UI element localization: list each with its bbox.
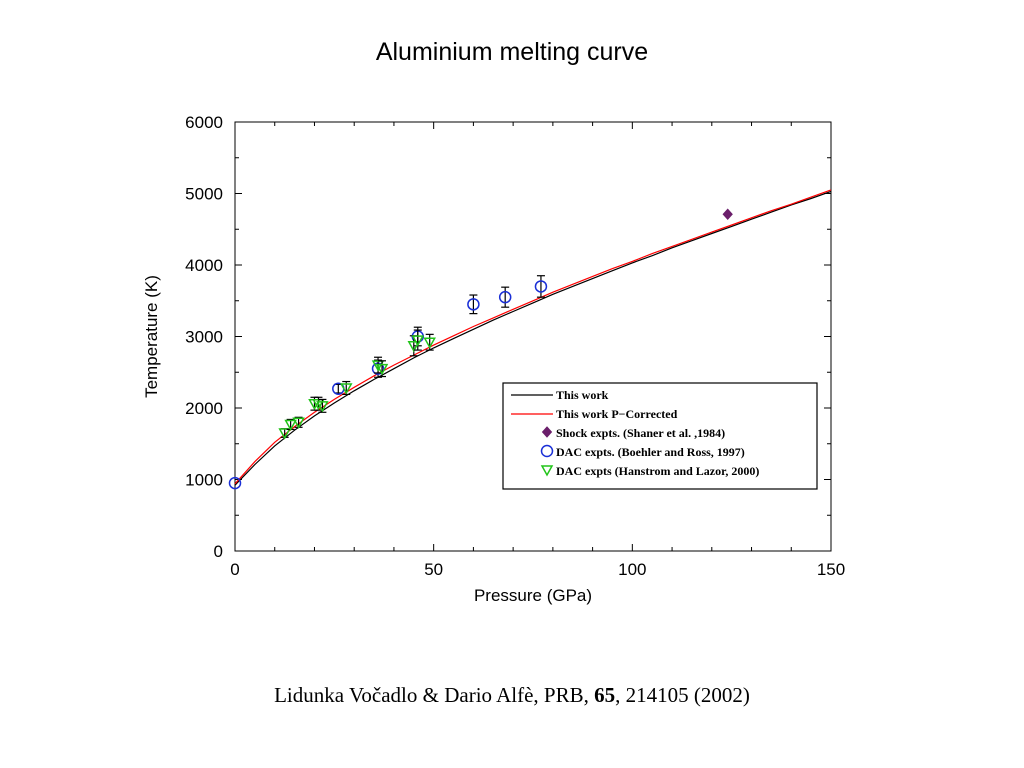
data-point — [423, 337, 436, 349]
y-tick-label: 2000 — [185, 399, 223, 418]
y-tick-label: 5000 — [185, 185, 223, 204]
citation-authors: Lidunka Vočadlo & Dario Alfè, PRB, — [274, 683, 595, 707]
x-tick-label: 150 — [817, 560, 845, 579]
citation-volume: 65 — [594, 683, 616, 707]
data-point — [534, 280, 548, 293]
data-point — [284, 419, 297, 431]
series-line-1 — [234, 189, 832, 485]
data-point — [316, 401, 329, 413]
x-tick-label: 100 — [618, 560, 646, 579]
y-tick-label: 4000 — [185, 256, 223, 275]
y-tick-label: 3000 — [185, 328, 223, 347]
data-point — [407, 341, 421, 353]
data-point — [722, 208, 733, 220]
legend-marker — [541, 426, 553, 438]
legend-label: Shock expts. (Shaner et al. ,1984) — [556, 426, 725, 440]
data-point — [411, 335, 425, 347]
data-point — [375, 363, 389, 376]
data-point — [278, 428, 291, 440]
data-point — [292, 417, 305, 429]
legend-label: DAC expts. (Boehler and Ross, 1997) — [556, 445, 745, 459]
legend-box — [502, 382, 818, 490]
data-point — [339, 383, 353, 395]
chart-title: Aluminium melting curve — [375, 38, 649, 66]
data-point — [467, 298, 480, 311]
series-line-0 — [234, 190, 832, 486]
data-point — [228, 476, 242, 490]
x-tick-label: 0 — [230, 560, 239, 579]
y-tick-label: 0 — [214, 542, 223, 561]
citation: Lidunka Vočadlo & Dario Alfè, PRB, 65, 2… — [0, 683, 1024, 708]
data-point — [498, 290, 512, 304]
legend-marker — [540, 465, 554, 477]
y-axis-label: Temperature (K) — [142, 275, 161, 398]
legend-label: This work — [556, 388, 609, 402]
y-tick-label: 1000 — [185, 471, 223, 490]
x-tick-label: 50 — [424, 560, 443, 579]
x-axis-label: Pressure (GPa) — [474, 586, 592, 605]
legend-label: DAC expts (Hanstrom and Lazor, 2000) — [556, 464, 759, 478]
y-tick-label: 6000 — [185, 113, 223, 132]
citation-rest: , 214105 (2002) — [615, 683, 750, 707]
legend-label: This work P−Corrected — [556, 407, 678, 421]
legend-marker — [540, 444, 554, 458]
